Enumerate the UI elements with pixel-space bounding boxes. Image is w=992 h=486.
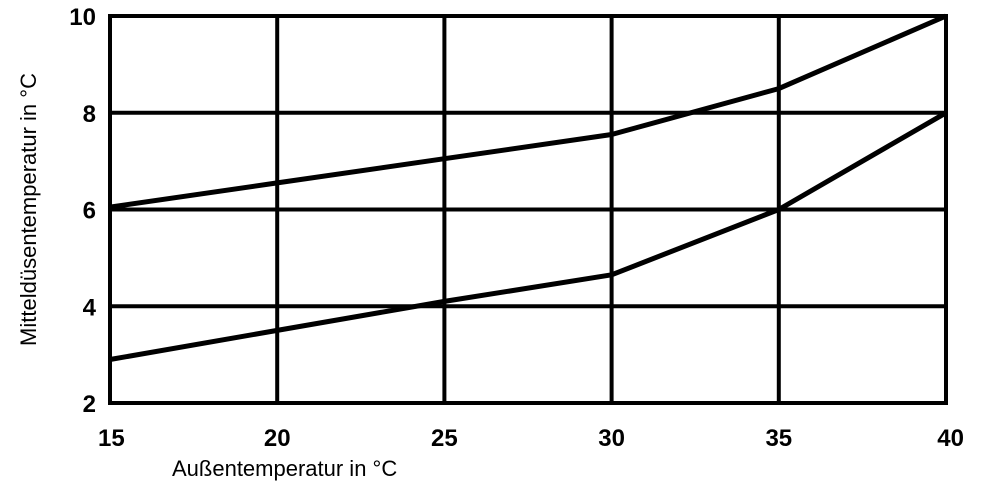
x-tick-label: 15: [98, 425, 125, 452]
y-tick-label: 10: [69, 4, 96, 31]
plot-frame: [108, 14, 948, 405]
series-lines: [109, 13, 948, 362]
x-tick-label: 20: [264, 425, 291, 452]
x-axis-label: Außentemperatur in °C: [172, 456, 397, 481]
x-tick-label: 40: [937, 425, 964, 452]
y-axis-label: Mitteldüsentemperatur in °C: [16, 73, 41, 346]
x-tick-labels: 15 20 25 30 35 40: [98, 425, 964, 452]
x-tick-label: 30: [598, 425, 625, 452]
y-tick-label: 4: [83, 294, 97, 321]
y-tick-label: 2: [83, 391, 96, 418]
x-tick-label: 25: [431, 425, 458, 452]
series-line-1: [109, 13, 947, 210]
y-tick-label: 8: [83, 101, 96, 128]
series-line-2: [109, 110, 948, 362]
grid-lines: [108, 14, 948, 405]
x-tick-label: 35: [765, 425, 792, 452]
y-tick-labels: 2 4 6 8 10: [69, 4, 96, 418]
y-tick-label: 6: [83, 198, 96, 225]
